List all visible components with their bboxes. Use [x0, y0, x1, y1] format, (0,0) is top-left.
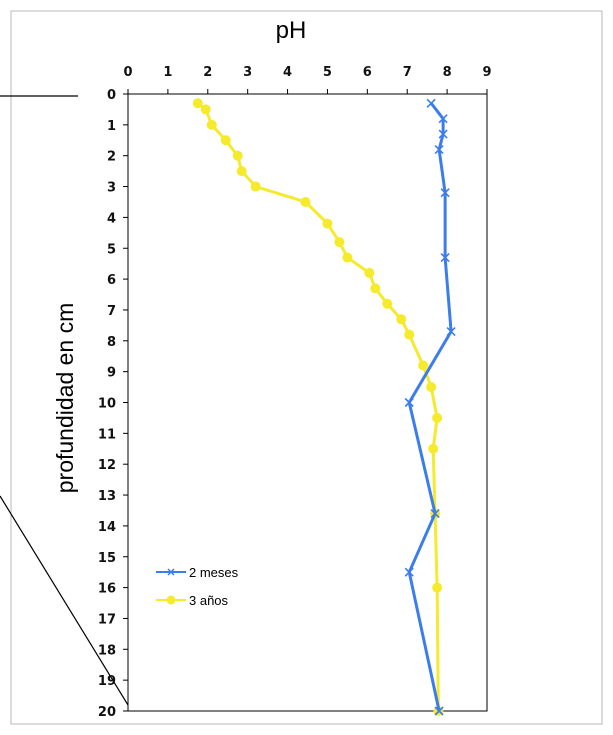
point-2-meses-8 [430, 508, 440, 519]
point-3-anos-14 [396, 314, 407, 325]
annotation-line-diagonal [0, 495, 129, 706]
point-3-anos-0 [192, 98, 203, 109]
x-axis-ticks: 0 1 2 3 4 5 6 7 8 9 [123, 65, 492, 94]
legend-item-3-anos: 3 años [156, 593, 229, 608]
x-tick-label-6: 6 [363, 65, 372, 80]
point-3-anos-10 [342, 252, 353, 263]
point-3-anos-7 [300, 196, 311, 207]
legend-label-2-meses: 2 meses [189, 565, 239, 580]
y-tick-label-5: 5 [107, 242, 116, 257]
point-2-meses-6 [446, 326, 456, 337]
y-tick-label-12: 12 [98, 458, 116, 473]
point-3-anos-6 [250, 181, 261, 192]
point-3-anos-4 [232, 150, 243, 161]
point-3-anos-5 [236, 166, 247, 177]
y-tick-label-9: 9 [107, 366, 116, 381]
point-3-anos-17 [426, 382, 437, 393]
y-axis-label: profundidad en cm [52, 303, 78, 494]
x-tick-label-4: 4 [283, 65, 292, 80]
point-2-meses-0 [426, 98, 436, 108]
x-tick-label-0: 0 [123, 65, 132, 80]
y-tick-label-7: 7 [107, 304, 116, 319]
point-2-meses-7 [404, 397, 414, 408]
point-2-meses-10 [434, 706, 444, 716]
legend-label-3-anos: 3 años [189, 593, 229, 608]
point-3-anos-3 [220, 135, 231, 146]
point-3-anos-8 [322, 218, 333, 229]
y-tick-label-11: 11 [98, 427, 116, 442]
point-2-meses-3 [434, 144, 444, 155]
y-tick-label-10: 10 [98, 397, 116, 412]
y-tick-label-17: 17 [98, 612, 116, 627]
y-tick-label-13: 13 [98, 489, 116, 504]
point-3-anos-11 [364, 267, 375, 278]
point-3-anos-19 [428, 443, 439, 454]
y-tick-label-19: 19 [98, 674, 116, 689]
legend-item-2-meses: 2 meses [156, 565, 239, 580]
y-tick-label-20: 20 [98, 705, 116, 720]
x-tick-label-2: 2 [203, 65, 212, 80]
chart-area-border [10, 10, 603, 725]
x-tick-label-5: 5 [323, 65, 332, 80]
series-layer [192, 98, 456, 716]
x-tick-label-1: 1 [163, 65, 172, 80]
y-tick-label-0: 0 [107, 88, 116, 103]
point-3-anos-15 [404, 329, 415, 340]
point-2-meses-5 [440, 252, 450, 263]
x-tick-label-3: 3 [243, 65, 252, 80]
y-tick-label-3: 3 [107, 181, 116, 196]
legend-marker-x-icon [167, 568, 175, 576]
x-tick-label-7: 7 [403, 65, 412, 80]
point-3-anos-9 [334, 237, 345, 248]
point-2-meses-4 [440, 188, 450, 198]
point-2-meses-9 [404, 567, 414, 577]
point-3-anos-1 [200, 104, 211, 115]
point-3-anos-21 [432, 582, 443, 593]
y-tick-label-14: 14 [98, 520, 116, 535]
point-3-anos-18 [432, 412, 443, 423]
y-tick-label-4: 4 [107, 211, 116, 226]
x-tick-label-8: 8 [443, 65, 452, 80]
y-tick-label-18: 18 [98, 643, 116, 658]
y-tick-label-6: 6 [107, 273, 116, 288]
point-3-anos-2 [206, 119, 217, 130]
point-2-meses-2 [438, 129, 448, 139]
legend: 2 meses 3 años [156, 565, 239, 608]
y-tick-label-15: 15 [98, 551, 116, 566]
point-3-anos-12 [370, 283, 381, 294]
chart-title: pH [276, 17, 307, 44]
y-tick-label-2: 2 [107, 150, 116, 165]
point-3-anos-16 [418, 360, 429, 371]
y-tick-label-16: 16 [98, 582, 116, 597]
point-2-meses-1 [438, 114, 448, 124]
legend-marker-circle-icon [166, 595, 176, 605]
series-3-anos [192, 98, 444, 716]
point-3-anos-13 [382, 298, 393, 309]
series-2-meses [404, 98, 456, 716]
y-tick-label-1: 1 [107, 119, 116, 134]
y-tick-label-8: 8 [107, 335, 116, 350]
x-tick-label-9: 9 [482, 65, 491, 80]
